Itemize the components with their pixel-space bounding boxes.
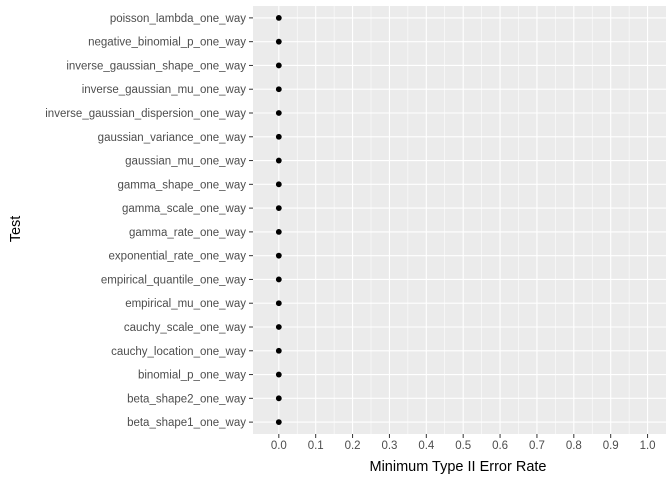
x-tick-label: 0.3 — [381, 440, 397, 452]
y-tick-label: beta_shape2_one_way — [127, 393, 246, 405]
y-tick-label: inverse_gaussian_dispersion_one_way — [45, 108, 246, 120]
y-tick-label: empirical_quantile_one_way — [101, 274, 246, 286]
y-tick-label: negative_binomial_p_one_way — [88, 37, 246, 49]
data-point — [275, 62, 282, 69]
y-tick-label: cauchy_scale_one_way — [124, 322, 246, 334]
y-tick-label: empirical_mu_one_way — [125, 298, 246, 310]
data-point — [275, 276, 282, 283]
data-point — [275, 371, 282, 378]
y-tick-label: poisson_lambda_one_way — [110, 13, 246, 25]
data-point — [275, 110, 282, 116]
data-point — [275, 252, 282, 259]
y-tick-label: gaussian_variance_one_way — [98, 132, 247, 144]
data-point — [275, 86, 282, 93]
x-tick-label: 0.5 — [455, 440, 471, 452]
y-tick-label: gaussian_mu_one_way — [125, 156, 246, 168]
data-point — [275, 395, 282, 402]
y-tick-label: inverse_gaussian_mu_one_way — [82, 84, 247, 96]
data-point — [275, 14, 282, 21]
x-axis-title: Minimum Type II Error Rate — [369, 459, 546, 475]
y-tick-label: cauchy_location_one_way — [111, 346, 246, 358]
x-tick-label: 0.6 — [492, 440, 508, 452]
y-tick-label: exponential_rate_one_way — [109, 251, 247, 263]
data-point — [275, 228, 282, 235]
y-tick-label: beta_shape1_one_way — [127, 417, 246, 429]
x-tick-label: 1.0 — [640, 440, 656, 452]
y-tick-label: binomial_p_one_way — [138, 370, 246, 382]
data-point — [275, 347, 282, 354]
data-point — [275, 38, 282, 45]
data-point — [275, 133, 282, 140]
x-tick-label: 0.1 — [308, 440, 324, 452]
y-tick-label: gamma_rate_one_way — [129, 227, 246, 239]
x-tick-label: 0.4 — [418, 440, 435, 452]
y-tick-label: inverse_gaussian_shape_one_way — [66, 60, 246, 72]
data-point — [275, 300, 282, 307]
x-tick-label: 0.8 — [566, 440, 582, 452]
x-tick-label: 0.9 — [603, 440, 619, 452]
plot-panel — [253, 6, 666, 434]
data-point — [275, 157, 282, 164]
data-point — [275, 181, 282, 188]
y-axis-title: Test — [8, 216, 24, 243]
data-point — [275, 419, 282, 426]
x-tick-label: 0.0 — [271, 440, 287, 452]
data-point — [275, 324, 282, 330]
x-tick-label: 0.7 — [529, 440, 545, 452]
y-tick-label: gamma_shape_one_way — [117, 179, 246, 191]
y-tick-label: gamma_scale_one_way — [122, 203, 246, 215]
data-point — [275, 205, 282, 212]
x-tick-label: 0.2 — [345, 440, 361, 452]
